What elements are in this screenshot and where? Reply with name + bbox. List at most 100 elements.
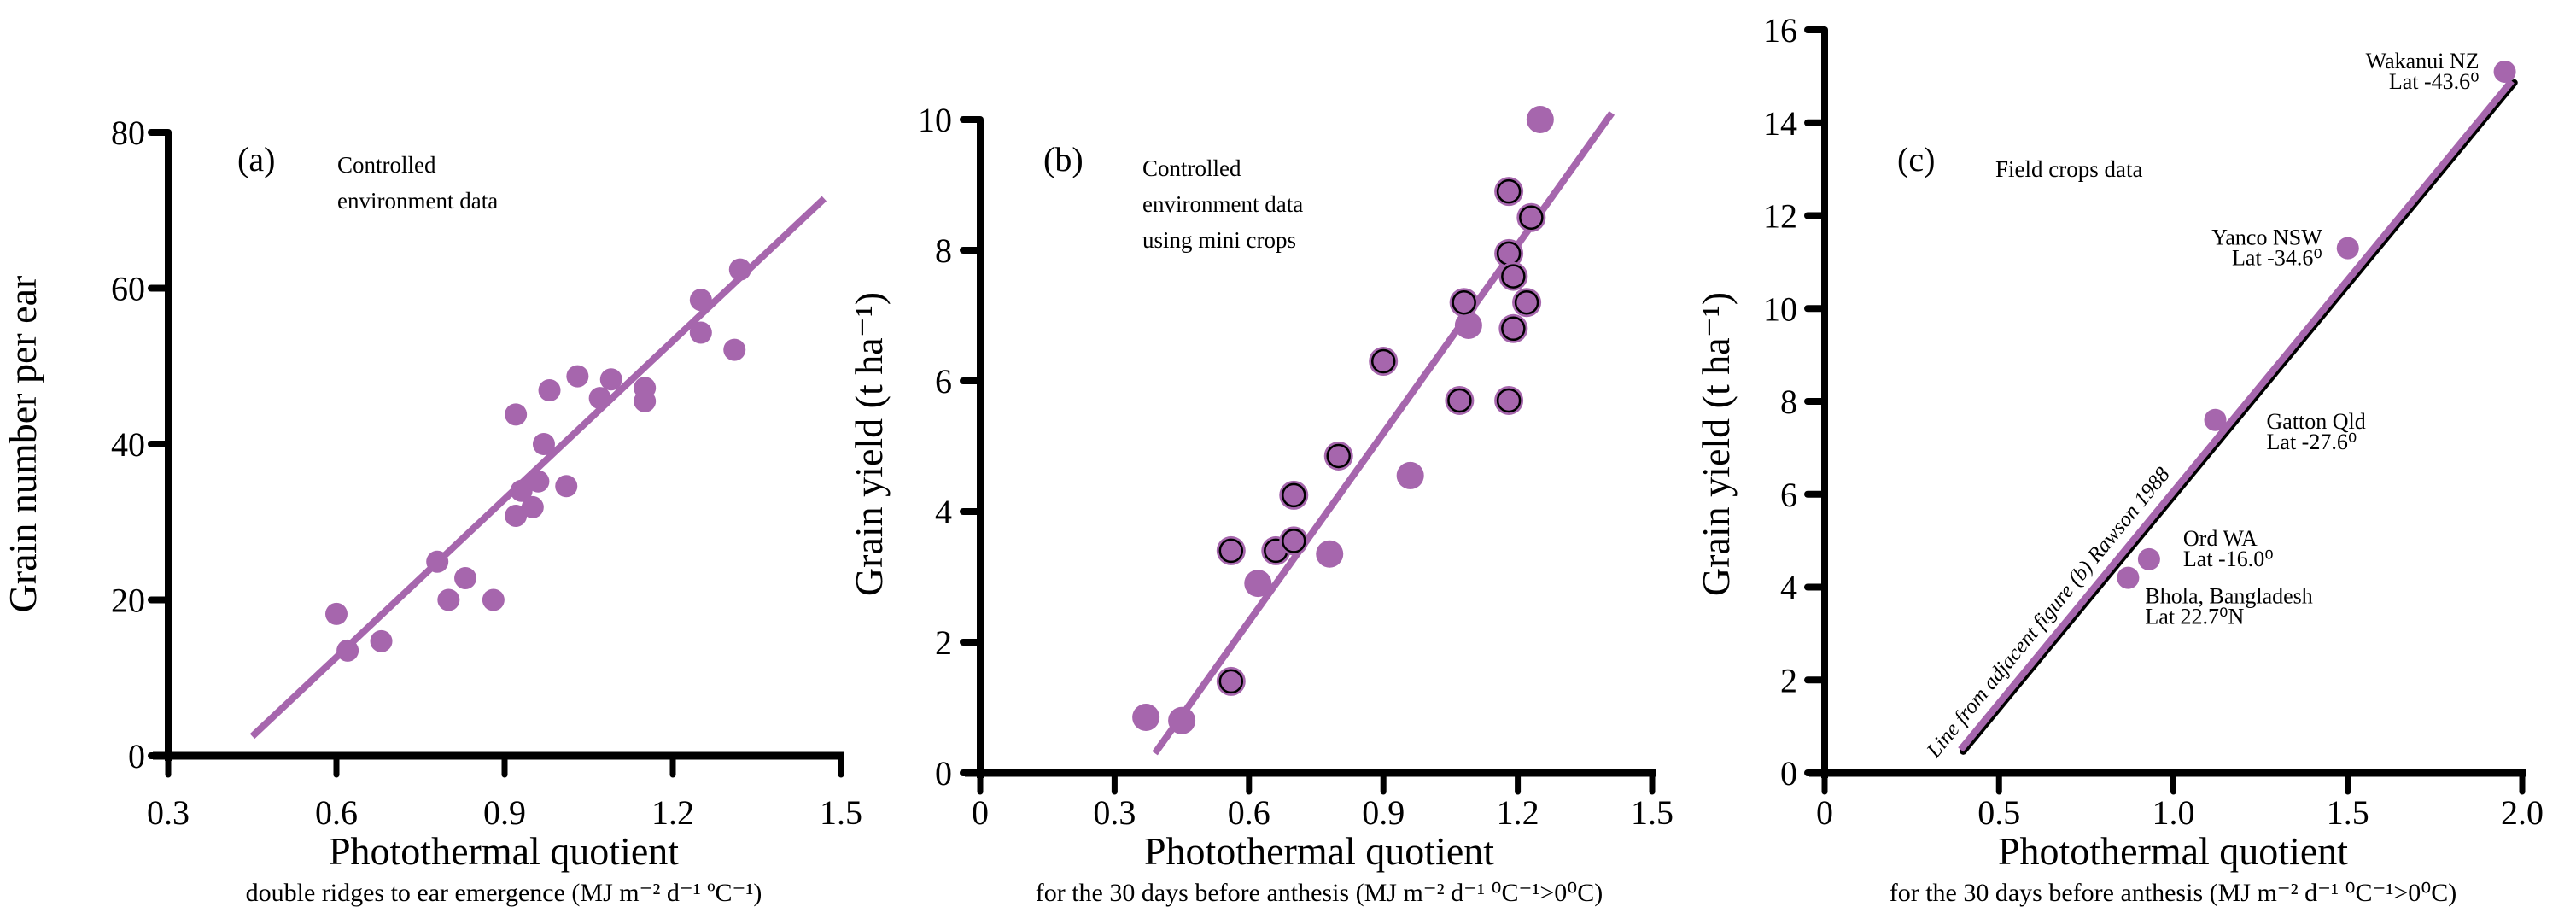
data-point: [2204, 408, 2227, 431]
data-point: [538, 379, 561, 402]
panel-annotation: environment data: [1142, 191, 1303, 217]
site-latitude: Lat 22.7⁰N: [2145, 605, 2244, 629]
data-point: [723, 338, 746, 361]
x-tick-label: 0.9: [483, 793, 526, 832]
data-point-outline: [1218, 538, 1244, 564]
y-tick-label: 10: [918, 101, 952, 139]
data-point: [336, 639, 359, 662]
data-point-outline: [1496, 178, 1522, 204]
data-point: [454, 566, 477, 589]
site-label: Wakanui NZ: [2366, 49, 2480, 73]
y-tick-label: 12: [1763, 197, 1797, 236]
data-point-outline: [1501, 264, 1526, 289]
data-point-outline: [1282, 529, 1306, 553]
data-point: [437, 588, 460, 611]
panel-annotation: Controlled: [337, 152, 436, 178]
data-point: [566, 365, 589, 388]
site-latitude: Lat -43.6⁰: [2389, 69, 2480, 94]
data-point: [588, 387, 611, 410]
data-point: [2336, 237, 2359, 260]
panel-c: 0 2 4 6 8 10 12 14 16 0 0.5 1.0 1.5 2.0 Photothermal q…: [1694, 11, 2544, 907]
data-point-outline: [1501, 316, 1526, 342]
data-point-outline: [1326, 443, 1351, 469]
data-point: [325, 602, 348, 625]
x-tick-label: 1.5: [820, 793, 862, 832]
data-point: [2117, 566, 2140, 589]
data-point-outline: [1452, 289, 1476, 315]
x-tick-label: 0.3: [147, 793, 190, 832]
x-axis-subtitle: for the 30 days before anthesis (MJ m⁻² …: [1890, 879, 2457, 907]
x-tick-label: 0.6: [315, 793, 358, 832]
y-tick-label: 20: [111, 582, 145, 620]
panel-letter: (b): [1043, 140, 1084, 178]
data-point: [521, 495, 544, 518]
x-axis-title: Photothermal quotient: [1144, 829, 1494, 873]
data-point-outline: [1447, 388, 1472, 413]
panel-letter: (a): [237, 140, 275, 178]
y-tick-label: 4: [935, 493, 952, 531]
data-point: [2493, 60, 2516, 83]
data-point: [728, 258, 751, 281]
y-tick-label: 0: [935, 754, 952, 792]
panel-annotation: Field crops data: [1995, 156, 2142, 182]
y-axis-title: Grain yield (t ha⁻¹): [847, 292, 891, 596]
y-tick-label: 60: [111, 270, 145, 308]
data-point: [599, 368, 622, 391]
y-tick-label: 0: [1780, 754, 1797, 792]
data-point: [634, 389, 657, 412]
x-tick-label: 0.9: [1362, 793, 1405, 832]
y-tick-label: 80: [111, 114, 145, 152]
data-point: [510, 479, 533, 502]
data-point: [689, 321, 712, 344]
data-point: [1244, 570, 1272, 598]
x-tick-label: 1.0: [2153, 793, 2195, 832]
site-label: Bhola, Bangladesh: [2145, 584, 2312, 609]
data-point: [505, 504, 528, 527]
panel-a: 0 20 40 60 80 0.3 0.6 0.9 1.2 1.5 Photothermal quo…: [1, 114, 862, 907]
data-point-outline: [1519, 205, 1544, 230]
x-tick-label: 0.6: [1228, 793, 1270, 832]
y-axis-title: Grain number per ear: [1, 276, 44, 613]
x-tick-label: 0.3: [1093, 793, 1136, 832]
y-tick-label: 6: [1780, 476, 1797, 514]
y-tick-label: 2: [1780, 661, 1797, 699]
x-tick-label: 1.5: [2327, 793, 2369, 832]
y-tick-label: 6: [935, 362, 952, 401]
y-tick-label: 4: [1780, 569, 1797, 607]
data-point-outline: [1218, 669, 1244, 694]
data-point: [532, 433, 555, 455]
data-point: [1526, 106, 1554, 133]
panel-letter: (c): [1897, 140, 1935, 178]
x-tick-label: 0: [1816, 793, 1833, 832]
y-tick-label: 10: [1763, 289, 1797, 328]
data-point: [505, 403, 528, 426]
x-tick-label: 0.5: [1977, 793, 2020, 832]
data-point: [555, 475, 578, 498]
y-tick-label: 16: [1763, 11, 1797, 50]
x-axis-subtitle: double ridges to ear emergence (MJ m⁻² d…: [246, 879, 762, 907]
panel-annotation: using mini crops: [1142, 227, 1296, 253]
x-axis-title: Photothermal quotient: [329, 829, 679, 873]
data-point: [370, 629, 393, 652]
data-point: [482, 588, 505, 611]
x-tick-label: 1.5: [1631, 793, 1674, 832]
data-point: [689, 289, 712, 312]
data-point: [426, 550, 449, 573]
site-latitude: Lat -16.0⁰: [2183, 547, 2274, 571]
x-axis-title: Photothermal quotient: [1998, 829, 2348, 873]
y-tick-label: 2: [935, 623, 952, 662]
y-tick-label: 8: [935, 231, 952, 270]
x-tick-label: 1.2: [651, 793, 694, 832]
site-label: Yanco NSW: [2211, 225, 2322, 250]
data-point: [1168, 706, 1196, 734]
data-point: [527, 470, 550, 493]
data-point: [1396, 461, 1424, 489]
site-latitude: Lat -34.6⁰: [2232, 246, 2322, 271]
y-tick-label: 40: [111, 425, 145, 464]
regression-line: [1958, 79, 2515, 752]
panel-b: 0 2 4 6 8 10 0 0.3 0.6 0.9 1.2 1.5 Photothermal quot…: [847, 101, 1674, 907]
site-label: Gatton Qld: [2267, 409, 2366, 434]
x-tick-label: 1.2: [1497, 793, 1539, 832]
site-latitude: Lat -27.6⁰: [2267, 430, 2357, 454]
